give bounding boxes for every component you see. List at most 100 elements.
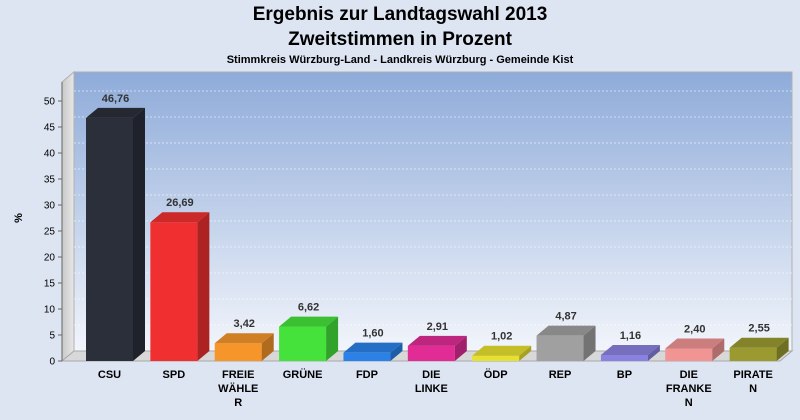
y-tick-label: 15 <box>44 279 56 290</box>
category-label-line: WÄHLE <box>218 382 258 395</box>
category-label: DIE FRANKE N <box>666 369 712 409</box>
category-label-line: BP <box>617 369 632 381</box>
bar-front <box>665 348 713 361</box>
bar-front <box>600 354 648 361</box>
bar-front <box>279 326 327 361</box>
bar <box>214 333 274 361</box>
category-label-line: ÖDP <box>484 368 508 381</box>
category-label: FREIE WÄHLE R <box>218 369 258 409</box>
category-label: REP <box>549 369 572 381</box>
y-axis-label: % <box>13 213 25 223</box>
bars <box>86 107 789 362</box>
bar <box>150 212 210 361</box>
value-label: 2,40 <box>684 324 705 336</box>
bar-side <box>647 344 660 361</box>
bar-front <box>407 345 455 361</box>
category-label: PIRATE N <box>733 369 773 395</box>
y-tick-label: 40 <box>44 149 56 160</box>
bar-front <box>214 343 262 361</box>
value-label: 46,76 <box>102 93 130 105</box>
bar-top <box>472 345 532 356</box>
value-label: 6,62 <box>298 302 319 314</box>
bar-front <box>343 352 391 361</box>
category-label-line: N <box>749 383 757 395</box>
category-label: ÖDP <box>484 368 508 381</box>
bar-side <box>519 345 532 361</box>
y-tick-label: 50 <box>44 97 56 108</box>
bar <box>279 316 339 361</box>
category-label: GRÜNE <box>283 368 323 381</box>
bar-top <box>343 342 403 353</box>
bar-side <box>133 107 145 362</box>
value-label: 1,16 <box>620 330 641 342</box>
bar-side <box>776 337 789 361</box>
category-label: CSU <box>98 369 121 381</box>
y-tick-label: 5 <box>49 331 55 342</box>
plot-left-wall <box>61 70 75 363</box>
value-label: 4,87 <box>555 311 576 323</box>
bar <box>407 335 467 361</box>
chart-title: Ergebnis zur Landtagswahl 2013 <box>252 4 548 25</box>
category-label: BP <box>617 369 632 381</box>
bar-side <box>197 212 210 361</box>
bar <box>665 338 725 361</box>
category-label-line: DIE <box>680 369 698 381</box>
value-labels: 46,76 26,69 3,42 6,62 1,60 2,91 1,02 4,87 1,16 2,… <box>102 93 770 343</box>
y-tick-label: 45 <box>44 123 56 134</box>
value-label: 1,60 <box>362 328 383 340</box>
bar <box>472 345 532 361</box>
bar-top <box>407 335 467 346</box>
bar-top <box>536 325 596 336</box>
value-label: 2,55 <box>748 323 769 335</box>
y-tick-label: 10 <box>44 305 56 316</box>
bar-side <box>261 333 274 361</box>
x-axis-labels: CSU SPD FREIE WÄHLE R GRÜNE FDP DIE LINKE ÖDP REP B… <box>98 368 773 409</box>
y-tick-label: 0 <box>49 357 55 368</box>
chart-subtitle: Zweitstimmen in Prozent <box>288 29 512 50</box>
y-tick-label: 20 <box>44 253 56 264</box>
category-label-line: DIE <box>422 369 440 381</box>
bar-top <box>86 107 145 118</box>
y-tick-label: 30 <box>44 201 56 212</box>
chart-caption: Stimmkreis Würzburg-Land - Landkreis Wür… <box>226 54 574 66</box>
value-label: 26,69 <box>166 197 194 209</box>
y-tick-label: 35 <box>44 175 56 186</box>
category-label-line: R <box>234 397 242 409</box>
bar <box>343 342 403 361</box>
category-label-line: FREIE <box>222 369 254 381</box>
bar-top <box>600 344 660 355</box>
bar-side <box>454 335 467 361</box>
value-label: 2,91 <box>427 321 448 333</box>
category-label-line: SPD <box>163 369 186 381</box>
bar-front <box>472 355 520 361</box>
bar-side <box>712 338 725 361</box>
bar-front <box>86 117 133 362</box>
bar-top <box>150 212 210 223</box>
bar-top <box>665 338 725 349</box>
bar-top <box>214 333 274 344</box>
bar-front <box>150 222 198 361</box>
category-label: FDP <box>356 369 378 381</box>
bar <box>536 325 596 361</box>
bar-side <box>326 316 339 361</box>
bar <box>600 344 660 361</box>
bar-top <box>279 316 339 327</box>
category-label-line: CSU <box>98 369 121 381</box>
bar-side <box>583 325 596 361</box>
category-label-line: PIRATE <box>733 369 773 381</box>
y-tick-label: 25 <box>44 227 56 238</box>
category-label-line: GRÜNE <box>283 368 323 381</box>
bar-front <box>536 335 584 361</box>
bar <box>729 337 789 361</box>
y-axis: 0 5 10 15 20 25 30 35 40 45 50% <box>13 82 63 368</box>
category-label-line: FRANKE <box>666 383 712 395</box>
category-label-line: N <box>685 397 693 409</box>
bar-side <box>390 342 403 361</box>
bar-top <box>729 337 789 348</box>
category-label-line: LINKE <box>415 383 448 395</box>
bar-front <box>729 347 777 361</box>
value-label: 1,02 <box>491 331 512 343</box>
category-label: SPD <box>163 369 186 381</box>
